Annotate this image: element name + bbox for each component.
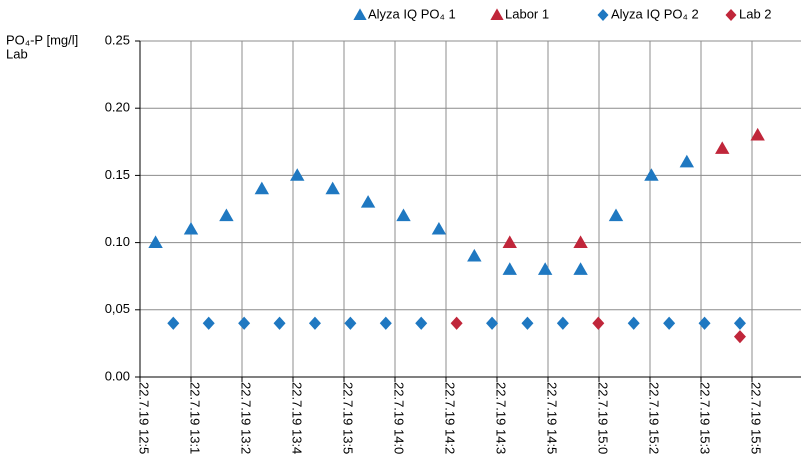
- point: [733, 316, 746, 330]
- point: [679, 154, 695, 168]
- y-tick-label: 0.25: [105, 32, 130, 47]
- point: [537, 262, 553, 275]
- x-tick-label: 22.7.19 16:0: [800, 382, 801, 454]
- point: [202, 316, 215, 330]
- legend-label: Alyza IQ PO₄ 1: [368, 6, 456, 21]
- point: [521, 316, 534, 330]
- point: [608, 208, 624, 222]
- point: [396, 208, 411, 222]
- legend-label: Labor 1: [505, 6, 549, 21]
- x-tick-label: 22.7.19 13:4: [290, 382, 305, 454]
- x-tick-label: 22.7.19 14:3: [494, 382, 509, 454]
- point: [148, 235, 163, 248]
- point: [556, 316, 569, 330]
- point: [627, 316, 640, 330]
- x-tick-label: 22.7.19 13:5: [341, 382, 356, 454]
- x-tick-label: 22.7.19 15:2: [647, 382, 662, 454]
- point: [450, 316, 463, 330]
- y-tick-label: 0.10: [105, 234, 130, 249]
- legend-marker: [490, 8, 504, 20]
- point: [733, 330, 746, 344]
- point: [573, 262, 588, 275]
- point: [379, 316, 392, 330]
- point: [219, 208, 234, 222]
- legend-label: Alyza IQ PO₄ 2: [611, 6, 699, 21]
- legend-label: Lab 2: [739, 6, 772, 21]
- point: [325, 181, 340, 195]
- point: [290, 168, 305, 181]
- y-axis-label: Lab: [6, 46, 28, 61]
- legend-marker: [353, 8, 367, 20]
- x-tick-label: 22.7.19 15:5: [749, 382, 764, 454]
- point: [644, 168, 659, 181]
- y-tick-label: 0,05: [105, 301, 130, 316]
- point: [360, 195, 376, 208]
- legend-marker: [725, 8, 737, 22]
- point: [254, 181, 270, 195]
- point: [167, 316, 180, 330]
- x-tick-label: 22.7.19 14:5: [545, 382, 560, 454]
- x-tick-label: 22.7.19 13:1: [188, 382, 203, 454]
- point: [750, 127, 765, 141]
- point: [502, 262, 517, 275]
- point: [273, 316, 286, 330]
- point: [592, 316, 605, 330]
- x-tick-label: 22.7.19 15:0: [596, 382, 611, 454]
- y-axis-label: PO₄-P [mg/l]: [6, 32, 78, 47]
- x-tick-label: 22.7.19 12:5: [137, 382, 152, 454]
- point: [715, 141, 730, 154]
- point: [344, 316, 357, 330]
- y-tick-label: 0.15: [105, 167, 130, 182]
- y-tick-label: 0.00: [105, 368, 130, 383]
- point: [238, 316, 251, 330]
- x-tick-label: 22.7.19 14:0: [392, 382, 407, 454]
- point: [573, 235, 588, 248]
- x-tick-label: 22.7.19 14:2: [443, 382, 458, 454]
- point: [183, 221, 199, 235]
- legend-marker: [597, 8, 609, 22]
- x-tick-label: 22.7.19 13:2: [239, 382, 254, 454]
- point: [698, 316, 711, 330]
- point: [431, 221, 447, 235]
- y-tick-label: 0.20: [105, 100, 130, 115]
- point: [486, 316, 499, 330]
- point: [308, 316, 321, 330]
- point: [502, 235, 517, 248]
- point: [467, 248, 482, 262]
- x-tick-label: 22.7.19 15:3: [698, 382, 713, 454]
- point: [663, 316, 676, 330]
- point: [415, 316, 428, 330]
